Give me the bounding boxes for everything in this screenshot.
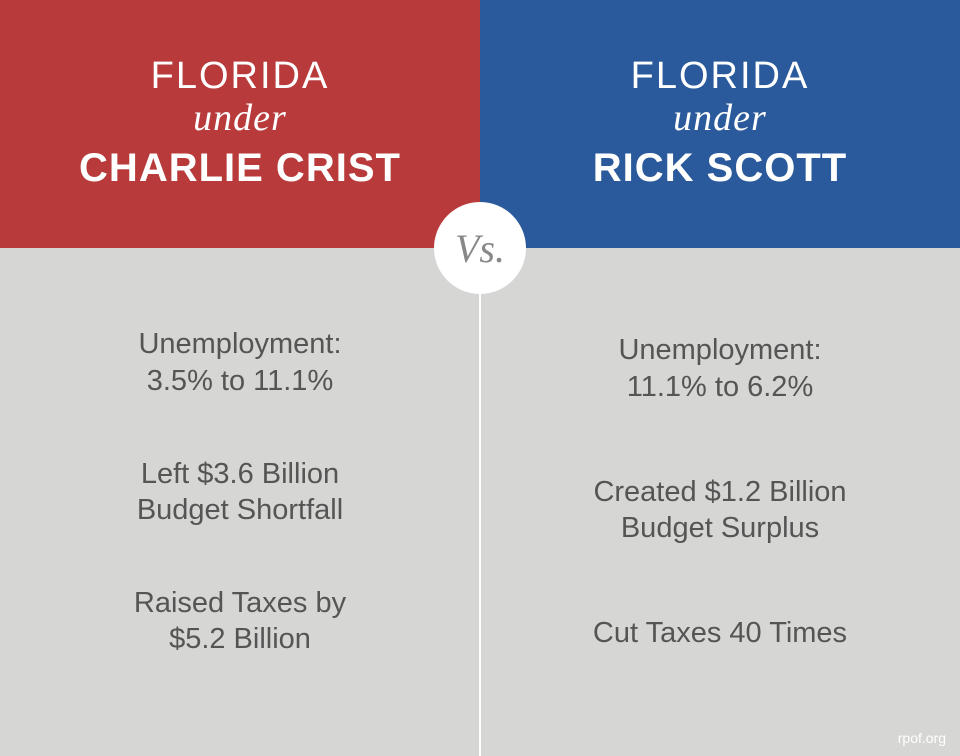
point-line: Budget Surplus: [520, 510, 920, 546]
right-body: Unemployment: 11.1% to 6.2% Created $1.2…: [480, 248, 960, 756]
center-divider: [479, 248, 481, 756]
left-point-budget: Left $3.6 Billion Budget Shortfall: [40, 456, 440, 529]
left-title-state: FLORIDA: [151, 56, 330, 98]
point-line: Unemployment:: [40, 326, 440, 362]
left-column: FLORIDA under CHARLIE CRIST Unemployment…: [0, 0, 480, 756]
point-line: Cut Taxes 40 Times: [520, 615, 920, 651]
vs-badge: Vs.: [434, 202, 526, 294]
left-header: FLORIDA under CHARLIE CRIST: [0, 0, 480, 248]
point-line: 3.5% to 11.1%: [40, 363, 440, 399]
right-header: FLORIDA under RICK SCOTT: [480, 0, 960, 248]
right-title-name: RICK SCOTT: [593, 144, 847, 192]
point-line: $5.2 Billion: [40, 621, 440, 657]
right-column: FLORIDA under RICK SCOTT Unemployment: 1…: [480, 0, 960, 756]
comparison-container: FLORIDA under CHARLIE CRIST Unemployment…: [0, 0, 960, 756]
right-title-under: under: [673, 98, 767, 140]
point-line: Created $1.2 Billion: [520, 474, 920, 510]
point-line: Raised Taxes by: [40, 585, 440, 621]
point-line: Left $3.6 Billion: [40, 456, 440, 492]
right-point-taxes: Cut Taxes 40 Times: [520, 615, 920, 651]
left-title-name: CHARLIE CRIST: [79, 144, 401, 192]
attribution-text: rpof.org: [898, 730, 946, 746]
left-point-unemployment: Unemployment: 3.5% to 11.1%: [40, 326, 440, 399]
right-point-unemployment: Unemployment: 11.1% to 6.2%: [520, 332, 920, 405]
left-body: Unemployment: 3.5% to 11.1% Left $3.6 Bi…: [0, 248, 480, 756]
right-point-budget: Created $1.2 Billion Budget Surplus: [520, 474, 920, 547]
right-title-state: FLORIDA: [631, 56, 810, 98]
point-line: 11.1% to 6.2%: [520, 369, 920, 405]
point-line: Budget Shortfall: [40, 492, 440, 528]
left-point-taxes: Raised Taxes by $5.2 Billion: [40, 585, 440, 658]
point-line: Unemployment:: [520, 332, 920, 368]
left-title-under: under: [193, 98, 287, 140]
